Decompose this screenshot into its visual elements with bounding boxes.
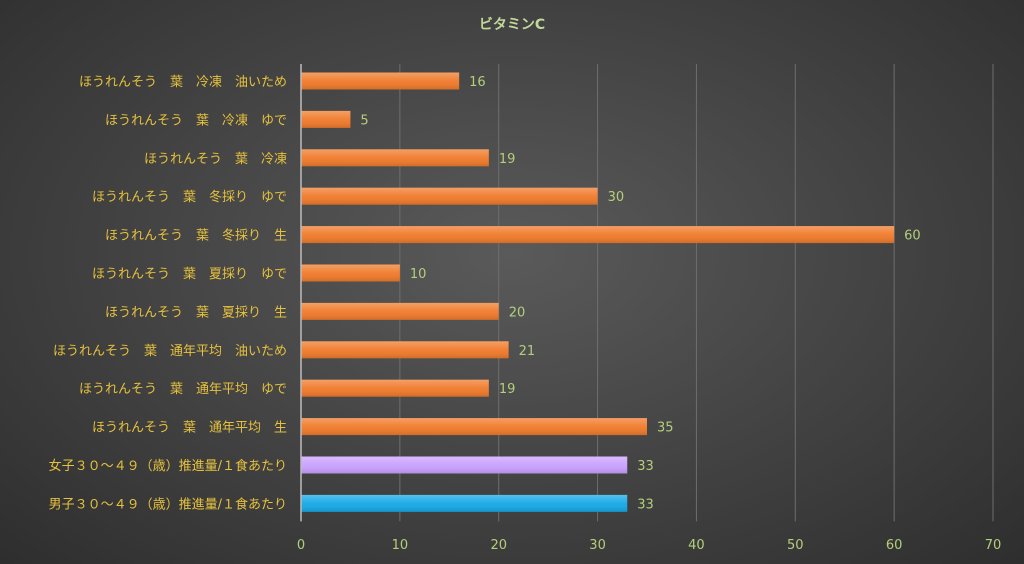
bar-gloss: [301, 456, 628, 474]
x-tick-label: 10: [392, 538, 409, 553]
data-label: 20: [509, 305, 526, 320]
gridlines: [399, 64, 994, 522]
data-label: 21: [519, 344, 536, 359]
data-label: 35: [657, 421, 674, 436]
category-label: ほうれんそう 葉 夏採り 生: [105, 305, 287, 320]
data-label: 60: [904, 229, 921, 244]
data-label: 5: [360, 113, 368, 128]
bar-gloss: [301, 379, 489, 397]
category-label: ほうれんそう 葉 通年平均 生: [92, 421, 287, 436]
chart-title: ビタミンC: [479, 17, 545, 33]
category-label: ほうれんそう 葉 冬採り ゆで: [92, 189, 287, 205]
bars: 16 5 19 30 60 10 20 21 19 35 33 33: [301, 72, 921, 512]
x-tick-label: 30: [589, 538, 606, 553]
data-label: 33: [637, 497, 654, 512]
data-label: 10: [410, 267, 427, 282]
category-label: ほうれんそう 葉 冷凍 油いため: [79, 74, 287, 90]
data-label: 19: [499, 152, 516, 167]
bar-gloss: [301, 187, 598, 205]
bar-gloss: [301, 494, 628, 512]
bar-gloss: [301, 264, 400, 282]
category-label: ほうれんそう 葉 夏採り ゆで: [92, 267, 287, 282]
x-tick-label: 20: [490, 538, 507, 553]
category-label: ほうれんそう 葉 通年平均 ゆで: [79, 382, 287, 397]
bar-gloss: [301, 341, 509, 359]
data-label: 16: [469, 75, 486, 90]
bar-gloss: [301, 302, 499, 320]
bar-gloss: [301, 72, 460, 90]
category-label: 女子３０～４９（歳）推進量/１食あたり: [49, 458, 287, 474]
x-tick-label: 70: [985, 538, 1002, 553]
x-tick-label: 40: [688, 538, 705, 553]
category-label: ほうれんそう 葉 通年平均 油いため: [53, 344, 287, 359]
category-label: ほうれんそう 葉 冬採り 生: [105, 228, 287, 244]
x-tick-label: 50: [787, 538, 804, 553]
category-label: ほうれんそう 葉 冷凍: [144, 151, 287, 167]
bar-gloss: [301, 110, 351, 128]
x-tick-label: 60: [886, 538, 903, 553]
data-label: 19: [499, 382, 516, 397]
bar-gloss: [301, 226, 895, 244]
bar-gloss: [301, 418, 647, 436]
bar-gloss: [301, 149, 489, 167]
x-tick-label: 0: [297, 538, 305, 553]
data-label: 30: [608, 190, 625, 205]
category-label: ほうれんそう 葉 冷凍 ゆで: [105, 112, 287, 128]
category-label: 男子３０～４９（歳）推進量/１食あたり: [49, 496, 287, 512]
x-axis-tick-labels: 0 10 20 30 40 50 60 70: [297, 538, 1001, 553]
data-label: 33: [637, 459, 654, 474]
